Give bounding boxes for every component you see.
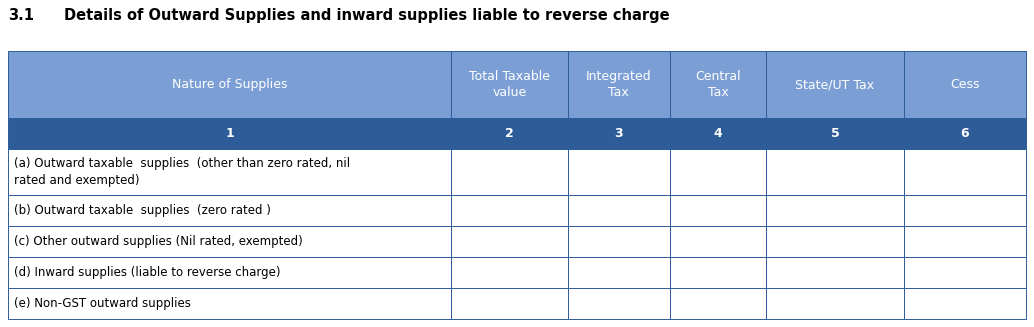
Bar xyxy=(8,196,451,226)
Bar xyxy=(766,51,904,118)
Bar xyxy=(8,149,451,196)
Bar xyxy=(904,288,1026,319)
Bar xyxy=(904,226,1026,257)
Bar xyxy=(8,288,451,319)
Bar xyxy=(766,226,904,257)
Bar xyxy=(904,196,1026,226)
Bar xyxy=(568,118,670,149)
Bar xyxy=(451,257,568,288)
Bar xyxy=(766,288,904,319)
Text: State/UT Tax: State/UT Tax xyxy=(795,78,875,91)
Text: (d) Inward supplies (liable to reverse charge): (d) Inward supplies (liable to reverse c… xyxy=(14,266,281,279)
Text: 3.1: 3.1 xyxy=(8,8,34,23)
Bar xyxy=(670,288,766,319)
Bar xyxy=(766,257,904,288)
Text: Details of Outward Supplies and inward supplies liable to reverse charge: Details of Outward Supplies and inward s… xyxy=(64,8,670,23)
Text: (b) Outward taxable  supplies  (zero rated ): (b) Outward taxable supplies (zero rated… xyxy=(14,204,271,217)
Bar xyxy=(451,149,568,196)
Bar xyxy=(904,118,1026,149)
Bar xyxy=(670,196,766,226)
Bar xyxy=(904,149,1026,196)
Bar xyxy=(568,288,670,319)
Text: Nature of Supplies: Nature of Supplies xyxy=(172,78,287,91)
Bar xyxy=(670,149,766,196)
Text: Cess: Cess xyxy=(950,78,979,91)
Bar xyxy=(8,257,451,288)
Bar xyxy=(670,118,766,149)
Bar xyxy=(451,51,568,118)
Bar xyxy=(451,226,568,257)
Text: 5: 5 xyxy=(830,127,840,140)
Text: 1: 1 xyxy=(225,127,234,140)
Bar xyxy=(766,149,904,196)
Bar xyxy=(670,257,766,288)
Text: Central
Tax: Central Tax xyxy=(695,70,740,99)
Bar xyxy=(670,226,766,257)
Text: 2: 2 xyxy=(505,127,514,140)
Text: 3: 3 xyxy=(614,127,624,140)
Bar xyxy=(568,257,670,288)
Text: 4: 4 xyxy=(713,127,723,140)
Bar xyxy=(904,257,1026,288)
Bar xyxy=(451,288,568,319)
Bar xyxy=(670,51,766,118)
Bar xyxy=(766,196,904,226)
Bar xyxy=(904,51,1026,118)
Text: (a) Outward taxable  supplies  (other than zero rated, nil
rated and exempted): (a) Outward taxable supplies (other than… xyxy=(14,157,351,187)
Text: (c) Other outward supplies (Nil rated, exempted): (c) Other outward supplies (Nil rated, e… xyxy=(14,235,303,248)
Bar xyxy=(451,196,568,226)
Text: Integrated
Tax: Integrated Tax xyxy=(586,70,651,99)
Bar xyxy=(8,118,451,149)
Text: (e) Non-GST outward supplies: (e) Non-GST outward supplies xyxy=(14,297,191,310)
Bar xyxy=(568,51,670,118)
Bar xyxy=(8,226,451,257)
Bar xyxy=(766,118,904,149)
Bar xyxy=(568,149,670,196)
Bar xyxy=(568,196,670,226)
Bar xyxy=(451,118,568,149)
Text: Total Taxable
value: Total Taxable value xyxy=(468,70,550,99)
Bar xyxy=(568,226,670,257)
Text: 6: 6 xyxy=(961,127,969,140)
Bar xyxy=(8,51,451,118)
